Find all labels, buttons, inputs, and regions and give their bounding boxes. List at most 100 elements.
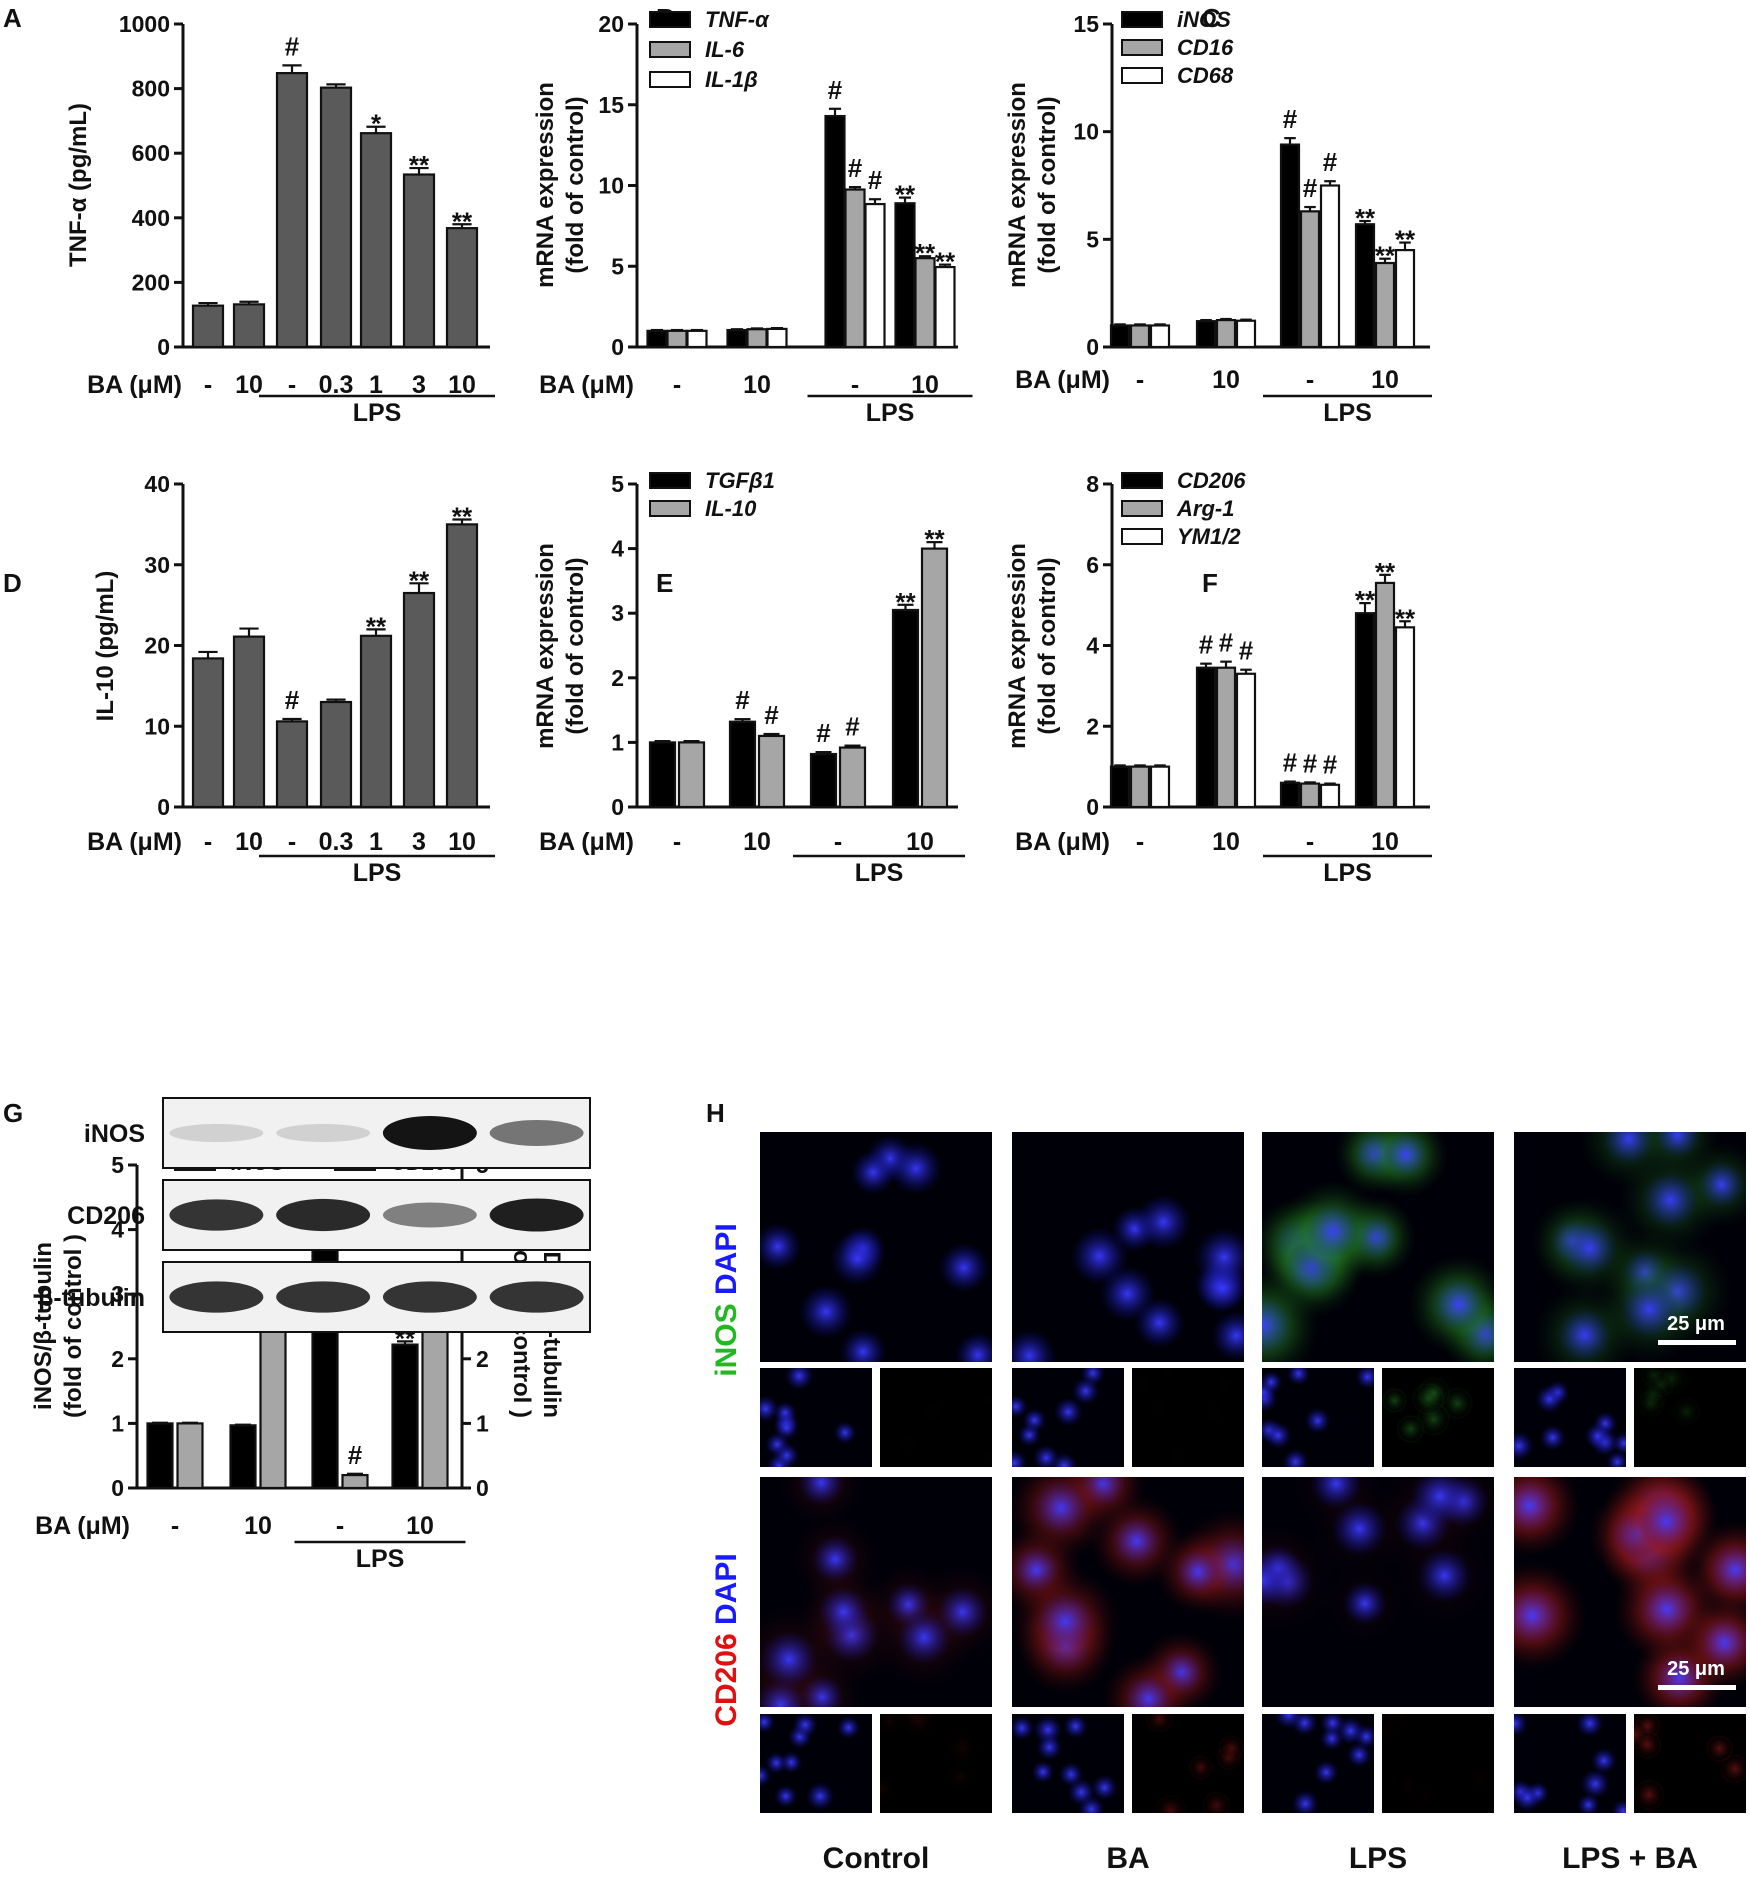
stain-label-part: iNOS	[710, 1303, 743, 1376]
nucleus	[760, 1395, 780, 1423]
ba-row-label: BA (μM)	[1015, 366, 1110, 394]
x-category-label: -	[1306, 366, 1314, 394]
x-category-label: -	[1136, 828, 1144, 856]
stain-ring	[1409, 1780, 1443, 1813]
nucleus	[1062, 1714, 1089, 1739]
panel-label-d: D	[3, 568, 22, 598]
bar	[677, 741, 706, 809]
significance-mark: #	[848, 153, 863, 183]
bar	[445, 227, 479, 349]
y-tick-label: 4	[611, 536, 624, 562]
stain-ring	[1668, 1393, 1705, 1430]
x-category-label: -	[288, 371, 296, 399]
blot-band	[489, 1198, 584, 1232]
significance-mark: #	[1219, 628, 1234, 658]
y-tick-label: 5	[1086, 226, 1099, 252]
significance-mark: **	[1375, 241, 1396, 271]
nucleus	[829, 1231, 885, 1286]
bar	[809, 752, 838, 809]
bar	[1299, 782, 1321, 809]
stain-label-part: DAPI	[710, 1223, 743, 1303]
stain-fill	[1673, 1398, 1700, 1426]
dapi-small-panel	[1012, 1714, 1124, 1813]
significance-mark: #	[735, 685, 750, 715]
stain-fill	[918, 1399, 944, 1425]
nucleus	[760, 1630, 819, 1689]
significance-mark: #	[1239, 636, 1254, 666]
chart-c: 0 5 10 15 mRNA expression (fold of control) # *…	[1004, 7, 1432, 427]
x-category-label: 10	[911, 371, 939, 399]
nucleus	[1305, 1204, 1361, 1259]
nucleus	[1033, 1480, 1089, 1536]
significance-mark: **	[895, 587, 916, 617]
panel-label-a: A	[3, 3, 22, 33]
nucleus	[1611, 1799, 1626, 1813]
x-category-label: 10	[448, 828, 476, 856]
bar	[1215, 666, 1237, 809]
bar	[1129, 324, 1151, 349]
y-tick-label: 2	[111, 1346, 124, 1372]
merged-inos-panel	[1514, 1132, 1746, 1362]
nucleus	[798, 1284, 854, 1339]
x-category-label: 10	[1371, 366, 1399, 394]
y-axis-label-line: (fold of control)	[1034, 557, 1061, 734]
x-category-label: 10	[1371, 828, 1399, 856]
stain-label-part: CD206	[710, 1633, 743, 1726]
right-y-tick-label: 2	[476, 1346, 489, 1372]
legend-swatch	[649, 11, 691, 28]
nucleus	[1032, 1444, 1060, 1467]
significance-mark: **	[452, 502, 473, 532]
ba-row-label: BA (μM)	[1015, 828, 1110, 856]
x-category-label: 10	[235, 828, 263, 856]
bar	[191, 304, 225, 349]
nucleus	[1012, 1394, 1028, 1419]
dapi-small-panel	[1262, 1714, 1374, 1813]
y-axis-label: TNF-α (pg/mL)	[65, 103, 92, 267]
bar	[1149, 765, 1171, 809]
y-axis-label-line: mRNA expression	[1004, 543, 1031, 749]
ba-row-label: BA (μM)	[539, 828, 634, 856]
y-axis-label-line: (fold of control)	[562, 557, 589, 734]
blot-band	[169, 1281, 264, 1313]
bar	[275, 71, 309, 349]
nucleus	[798, 1477, 845, 1506]
bar	[838, 746, 867, 809]
stain-ring	[1184, 1751, 1218, 1784]
bar	[891, 608, 920, 809]
nucleus	[1077, 1795, 1105, 1813]
stain-fill	[947, 1764, 974, 1791]
x-category-label: -	[851, 371, 859, 399]
y-tick-label: 40	[144, 471, 170, 497]
stain-label-cd206-dapi: CD206 DAPI	[710, 1553, 743, 1726]
merged-cd206-panel	[1262, 1477, 1494, 1707]
y-axis-label: mRNA expression (fold of control)	[1004, 82, 1061, 288]
significance-mark: #	[1283, 104, 1298, 134]
nucleus	[1291, 1789, 1320, 1813]
legend: TGFβ1 IL-10	[649, 468, 775, 521]
bar	[1319, 783, 1341, 809]
nucleus	[954, 1332, 992, 1362]
inos-small-panel	[1634, 1368, 1746, 1467]
nucleus	[1012, 1449, 1028, 1467]
lps-group-label: LPS	[855, 859, 904, 887]
nucleus	[839, 1328, 887, 1362]
nucleus	[1355, 1368, 1374, 1390]
bar	[1195, 666, 1217, 809]
nucleus	[1709, 1543, 1746, 1596]
blot-band	[382, 1116, 477, 1150]
stain-fill	[1641, 1368, 1667, 1388]
western-blot: iNOS CD206 β-tubulin	[38, 1097, 591, 1333]
x-category-label: 10	[743, 828, 771, 856]
y-axis-label-line: mRNA expression	[1004, 82, 1031, 288]
x-category-label: 1	[369, 828, 383, 856]
y-axis-label-line: (fold of control)	[562, 96, 589, 273]
nucleus	[1262, 1370, 1283, 1394]
legend-label: IL-6	[705, 37, 745, 62]
stain-ring	[1463, 1762, 1494, 1795]
blot-band	[489, 1281, 584, 1313]
nucleus	[1012, 1715, 1035, 1741]
blot-band	[489, 1120, 584, 1146]
